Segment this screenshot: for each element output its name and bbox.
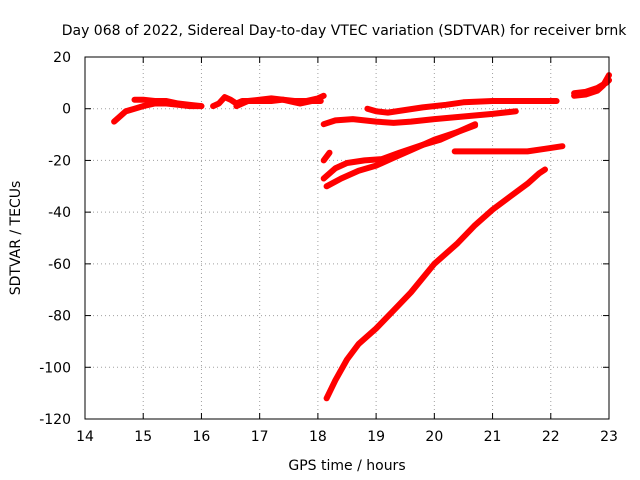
x-tick-label: 20 xyxy=(425,429,443,445)
x-tick-label: 18 xyxy=(309,429,327,445)
y-tick-label: -100 xyxy=(39,360,71,376)
y-tick-label: 0 xyxy=(62,102,71,118)
plot-frame xyxy=(84,56,610,420)
series-line-9 xyxy=(323,122,479,190)
x-axis-label: GPS time / hours xyxy=(288,458,405,474)
series-line-7 xyxy=(320,149,333,164)
y-axis-label: SDTVAR / TECUs xyxy=(8,181,24,296)
x-tick-label: 19 xyxy=(367,429,385,445)
y-tick-label: 20 xyxy=(53,50,71,66)
x-tick-label: 21 xyxy=(484,429,502,445)
series-line-11 xyxy=(323,166,548,402)
x-tick-label: 22 xyxy=(542,429,560,445)
series-line-10 xyxy=(451,143,566,155)
x-tick-label: 23 xyxy=(600,429,618,445)
series-line-6 xyxy=(364,98,560,116)
x-tick-label: 15 xyxy=(134,429,152,445)
series-line-13 xyxy=(571,72,612,99)
series-line-4 xyxy=(233,95,324,110)
series-layer xyxy=(111,72,612,402)
grid xyxy=(85,57,609,419)
y-tick-label: -80 xyxy=(48,309,71,325)
y-tick-label: -40 xyxy=(48,205,71,221)
y-tick-label: -20 xyxy=(48,153,71,169)
y-tick-label: -120 xyxy=(39,412,71,428)
y-tick-label: -60 xyxy=(48,257,71,273)
series-line-5 xyxy=(320,108,519,128)
series-line-2 xyxy=(131,96,205,110)
x-tick-label: 16 xyxy=(193,429,211,445)
ticks: 14 15 16 17 18 19 20 21 22 23 -120 -100 -80 -60 -40 -20… xyxy=(39,50,618,445)
chart-title: Day 068 of 2022, Sidereal Day-to-day VTE… xyxy=(62,23,627,39)
x-tick-label: 17 xyxy=(251,429,269,445)
x-tick-label: 14 xyxy=(76,429,94,445)
